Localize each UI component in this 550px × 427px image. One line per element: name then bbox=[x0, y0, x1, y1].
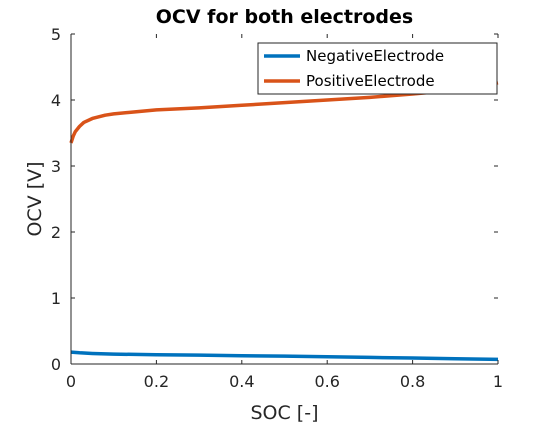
x-tick-label: 0 bbox=[66, 372, 76, 391]
y-tick-label: 4 bbox=[51, 91, 61, 110]
y-tick-label: 0 bbox=[51, 355, 61, 374]
legend-label-negativeelectrode: NegativeElectrode bbox=[306, 47, 444, 65]
y-tick-label: 2 bbox=[51, 223, 61, 242]
x-tick-label: 1 bbox=[493, 372, 503, 391]
x-tick-label: 0.2 bbox=[144, 372, 169, 391]
x-tick-label: 0.6 bbox=[314, 372, 339, 391]
legend-box bbox=[257, 42, 498, 95]
series-line-negativeelectrode bbox=[70, 350, 499, 362]
y-tick-label: 1 bbox=[51, 289, 61, 308]
legend: NegativeElectrode PositiveElectrode bbox=[257, 42, 498, 95]
x-tick-label: 0.8 bbox=[400, 372, 425, 391]
legend-label-positiveelectrode: PositiveElectrode bbox=[306, 72, 435, 90]
x-tick-label: 0.4 bbox=[229, 372, 254, 391]
y-ticks: 0 1 2 3 4 5 bbox=[51, 25, 498, 374]
axes bbox=[70, 34, 498, 365]
y-tick-label: 3 bbox=[51, 157, 61, 176]
chart-title: OCV for both electrodes bbox=[156, 6, 413, 28]
x-axis-label: SOC [-] bbox=[250, 402, 318, 424]
y-tick-label: 5 bbox=[51, 25, 61, 44]
y-axis-label: OCV [V] bbox=[24, 161, 46, 236]
x-ticks: 0 0.2 0.4 0.6 0.8 1 bbox=[66, 34, 503, 391]
